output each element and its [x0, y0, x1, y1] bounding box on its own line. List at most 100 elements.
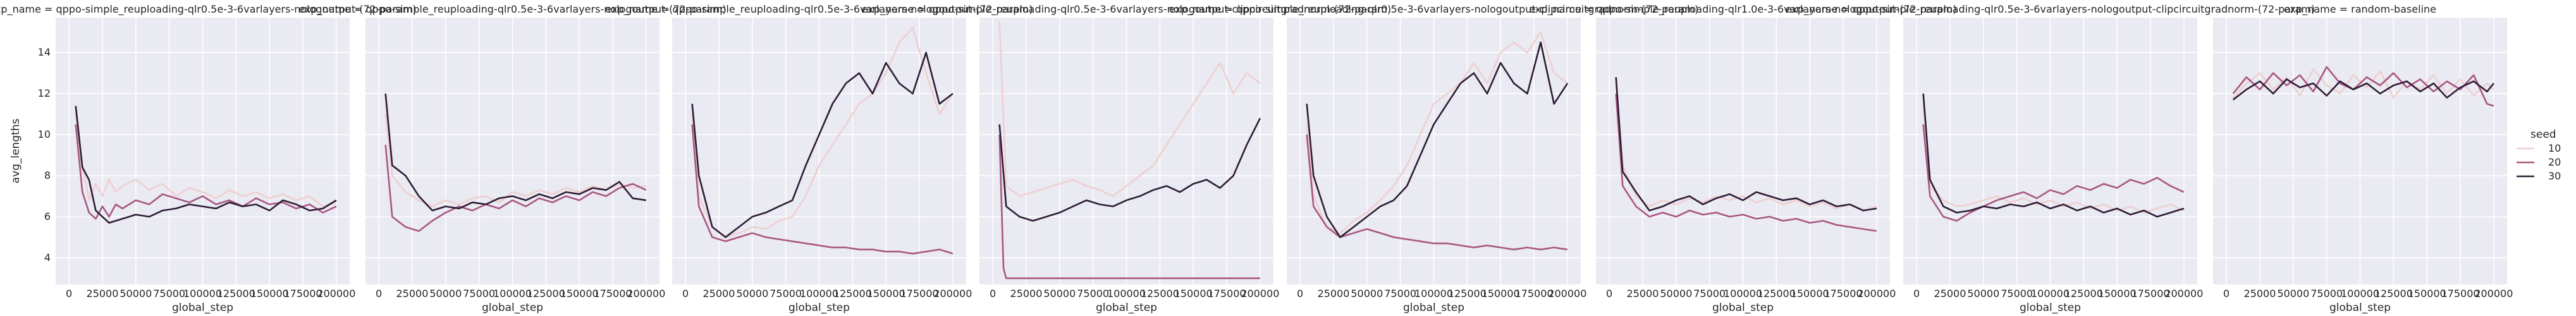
panel-title: exp_name = qppo-simple_reuploading-qlr0.… [1786, 3, 2315, 16]
x-tick-label: 50000 [736, 288, 768, 300]
legend-label: 10 [2548, 142, 2561, 154]
x-tick-label: 50000 [1043, 288, 1076, 300]
x-axis-label: global_step [2020, 301, 2081, 314]
x-tick-label: 25000 [2244, 288, 2276, 300]
x-tick-label: 0 [1606, 288, 1612, 300]
x-tick-label: 0 [66, 288, 72, 300]
x-tick-label: 150000 [2098, 288, 2137, 300]
facet-panel-8: 0 25000 50000 75000100000125000150000175000… [2213, 3, 2513, 314]
legend-label: 20 [2548, 156, 2561, 168]
series-line-seed-10 [998, 21, 1261, 197]
x-tick-label: 175000 [900, 288, 938, 300]
x-tick-label: 125000 [217, 288, 255, 300]
panel-title: exp_name = qppo-simple_reuploading-qlr0.… [298, 3, 726, 16]
y-tick-label: 6 [44, 210, 51, 222]
x-axis-label: global_step [1403, 301, 1464, 314]
x-tick-label: 50000 [429, 288, 462, 300]
series-line-seed-10 [1615, 83, 1877, 212]
facet-panel-7: 0 25000 50000 75000100000125000150000175000… [1786, 3, 2315, 314]
series-line-seed-30 [1615, 77, 1877, 212]
y-tick-label: 8 [44, 169, 51, 181]
x-tick-label: 25000 [396, 288, 429, 300]
x-tick-label: 125000 [2374, 288, 2413, 300]
x-tick-label: 175000 [2441, 288, 2479, 300]
legend-label: 30 [2548, 170, 2561, 182]
series-line-seed-20 [2232, 66, 2494, 107]
panel-title: exp_name = qppo-simple_reuploading-qlr1.… [1529, 3, 1956, 16]
x-tick-label: 0 [2223, 288, 2229, 300]
series-line-seed-10 [691, 27, 954, 238]
x-tick-label: 75000 [1077, 288, 1109, 300]
series-line-seed-20 [384, 145, 647, 232]
x-tick-label: 75000 [770, 288, 802, 300]
x-tick-label: 50000 [2277, 288, 2309, 300]
x-tick-label: 50000 [1967, 288, 1999, 300]
x-tick-label: 0 [1297, 288, 1303, 300]
series-line-seed-20 [75, 124, 337, 220]
facet-panel-5: 0 25000 50000 75000100000125000150000175000… [1169, 3, 1699, 314]
y-axis-label: avg_lengths [9, 118, 22, 183]
series-line-seed-30 [691, 51, 954, 238]
x-tick-label: 175000 [1207, 288, 1246, 300]
y-tick-label: 10 [38, 128, 51, 140]
x-tick-label: 0 [990, 288, 996, 300]
series-line-seed-30 [1922, 93, 2185, 218]
series-line-seed-30 [998, 118, 1261, 222]
series-line-seed-10 [1922, 104, 2185, 214]
x-tick-label: 150000 [1481, 288, 1520, 300]
x-axis-label: global_step [1712, 301, 1774, 314]
x-tick-label: 150000 [1791, 288, 1829, 300]
x-tick-label: 0 [682, 288, 689, 300]
legend-title: seed [2530, 128, 2556, 141]
x-axis-label: global_step [172, 301, 233, 314]
panel-title: exp_name = random-baseline [2284, 3, 2436, 16]
x-axis-label: global_step [482, 301, 543, 314]
y-tick-label: 4 [44, 252, 51, 264]
x-tick-label: 75000 [1384, 288, 1416, 300]
x-tick-label: 25000 [87, 288, 119, 300]
x-tick-label: 100000 [2341, 288, 2379, 300]
x-tick-label: 175000 [1514, 288, 1553, 300]
series-line-seed-30 [2232, 78, 2494, 100]
x-tick-label: 75000 [153, 288, 185, 300]
x-tick-label: 150000 [1174, 288, 1213, 300]
x-tick-label: 100000 [2031, 288, 2070, 300]
facet-panel-6: 0 25000 50000 75000100000125000150000175000… [1529, 3, 1956, 314]
x-tick-label: 0 [376, 288, 382, 300]
x-tick-label: 50000 [120, 288, 152, 300]
facet-panel-1: 0 25000 50000 75000100000125000150000175000… [0, 3, 417, 314]
series-line-seed-10 [75, 114, 337, 207]
x-tick-label: 75000 [463, 288, 495, 300]
x-tick-label: 125000 [1448, 288, 1487, 300]
series-line-seed-20 [1922, 124, 2185, 222]
facet-panel-2: 0 25000 50000 75000100000125000150000175000… [298, 3, 726, 314]
x-tick-label: 200000 [627, 288, 665, 300]
x-tick-label: 75000 [1693, 288, 1726, 300]
series-line-seed-20 [1306, 134, 1568, 251]
x-tick-label: 200000 [1857, 288, 1896, 300]
x-tick-label: 25000 [1318, 288, 1350, 300]
y-tick-label: 12 [38, 87, 51, 99]
x-tick-label: 150000 [2408, 288, 2446, 300]
x-tick-label: 100000 [1414, 288, 1453, 300]
x-tick-label: 25000 [1627, 288, 1659, 300]
series-line-seed-30 [384, 93, 647, 212]
x-tick-label: 200000 [933, 288, 972, 300]
x-tick-label: 175000 [283, 288, 322, 300]
x-tick-label: 125000 [2064, 288, 2103, 300]
y-tick-label: 14 [38, 46, 51, 58]
x-tick-label: 200000 [317, 288, 355, 300]
series-line-seed-10 [1306, 31, 1568, 234]
x-tick-label: 75000 [2310, 288, 2343, 300]
x-tick-label: 175000 [2131, 288, 2169, 300]
x-tick-label: 100000 [800, 288, 838, 300]
x-tick-label: 0 [1913, 288, 1920, 300]
x-tick-label: 150000 [250, 288, 289, 300]
x-tick-label: 50000 [1351, 288, 1383, 300]
series-line-seed-20 [691, 124, 954, 255]
x-tick-label: 100000 [1724, 288, 1762, 300]
x-tick-label: 100000 [1107, 288, 1146, 300]
x-tick-label: 200000 [2474, 288, 2513, 300]
x-tick-label: 200000 [1241, 288, 1279, 300]
